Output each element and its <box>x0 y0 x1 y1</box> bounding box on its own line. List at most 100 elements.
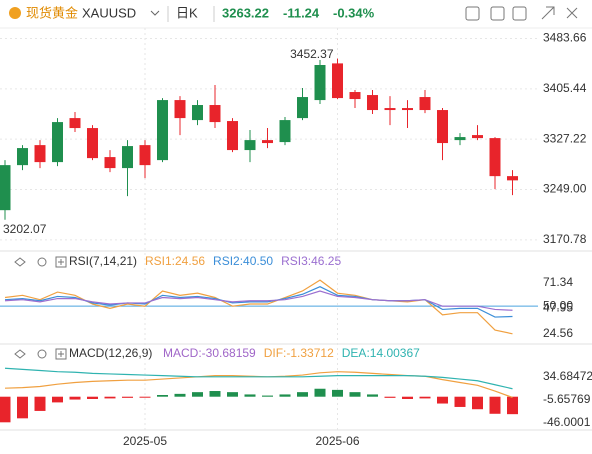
candle-body <box>104 157 116 169</box>
tool-button[interactable] <box>512 6 527 21</box>
candle-body <box>52 122 63 163</box>
candle-body <box>157 100 168 161</box>
hide-icon[interactable] <box>14 349 26 359</box>
histogram-bar <box>87 396 98 399</box>
series-line <box>4 367 513 390</box>
legend-entry: MACD:-30.68159 <box>163 346 256 360</box>
candle-body <box>437 110 448 144</box>
histogram-bar <box>0 396 11 423</box>
y-tick-label: 47.95 <box>543 301 573 315</box>
symbol[interactable]: XAUUSD <box>82 5 136 20</box>
candle-body <box>34 145 46 163</box>
histogram-bar <box>314 388 326 397</box>
histogram-bar <box>472 396 483 410</box>
candle-body <box>262 140 273 144</box>
candle-body <box>209 105 221 123</box>
tool-button[interactable] <box>490 6 505 21</box>
histogram-bar <box>174 393 186 397</box>
candle-body <box>507 176 518 181</box>
macd-title: MACD(12,26,9) <box>69 346 152 360</box>
legend-entry: RSI3:46.25 <box>281 254 341 268</box>
histogram-bar <box>17 396 28 419</box>
histogram-bar <box>209 391 221 397</box>
candle-body <box>174 100 186 119</box>
candle-body <box>314 65 326 101</box>
histogram-bar <box>349 392 361 397</box>
close-button[interactable] <box>566 7 578 19</box>
legend-entry: RSI1:24.56 <box>145 254 205 268</box>
histogram-bar <box>52 396 63 403</box>
candle-body <box>139 145 151 166</box>
legend-entry: DEA:14.00367 <box>342 346 420 360</box>
x-tick-label: 2025-05 <box>123 434 167 448</box>
histogram-bar <box>227 392 238 397</box>
candle-body <box>122 146 133 169</box>
y-tick-label: 71.34 <box>543 275 573 289</box>
histogram-bar <box>297 392 308 397</box>
price: 3263.22 <box>222 5 269 20</box>
y-tick-label: -5.65769 <box>543 392 591 406</box>
expand-button[interactable] <box>541 6 555 20</box>
candle-body <box>402 108 413 111</box>
histogram-bar <box>384 396 396 398</box>
add-icon[interactable] <box>55 256 67 268</box>
candle-body <box>297 97 308 119</box>
candle-body <box>419 97 431 111</box>
y-tick-label: 3483.66 <box>543 31 587 45</box>
settings-icon[interactable] <box>37 349 47 359</box>
rsi-icons <box>14 256 67 360</box>
candle-body <box>227 121 238 151</box>
hide-icon[interactable] <box>14 257 26 267</box>
histogram-bar <box>69 396 81 400</box>
candle-body <box>367 95 378 111</box>
candle-body <box>244 140 256 151</box>
high-annotation: 3452.37 <box>290 47 334 61</box>
tool-button[interactable] <box>465 6 480 21</box>
histogram-bar <box>367 394 378 397</box>
rsi-title: RSI(7,14,21) <box>69 254 137 268</box>
histogram-bar <box>139 396 151 398</box>
candle-body <box>332 63 343 99</box>
histogram-bar <box>489 396 501 414</box>
y-tick-label: 3170.78 <box>543 232 587 246</box>
histogram-bar <box>262 395 273 397</box>
y-tick-label: 3405.44 <box>543 81 587 95</box>
change-pct: -0.34% <box>333 5 375 20</box>
histogram-bar <box>192 392 203 397</box>
candle-body <box>0 165 11 211</box>
candle-body <box>384 108 396 111</box>
logo <box>9 7 21 19</box>
candle-body <box>69 118 81 129</box>
y-tick-label: -46.0001 <box>543 415 591 429</box>
dropdown[interactable] <box>150 10 160 16</box>
histogram-bar <box>419 396 431 399</box>
histogram-bar <box>402 396 413 399</box>
change: -11.24 <box>283 5 320 20</box>
name: 现货黄金 <box>26 5 78 20</box>
settings-icon[interactable] <box>37 257 47 267</box>
low-annotation: 3202.07 <box>3 222 47 236</box>
series-line <box>4 290 513 311</box>
period[interactable]: 日K <box>176 5 198 20</box>
legend-entry: DIF:-1.33712 <box>264 346 334 360</box>
histogram-bar <box>34 396 46 411</box>
histogram-bar <box>279 394 291 397</box>
histogram-bar <box>157 395 168 397</box>
histogram-bar <box>244 394 256 397</box>
histogram-bar <box>507 396 518 415</box>
histogram-bar <box>454 396 466 407</box>
candle-body <box>472 135 483 139</box>
y-tick-label: 24.56 <box>543 326 573 340</box>
candle-body <box>454 137 466 141</box>
candle-body <box>192 105 203 121</box>
histogram-bar <box>437 396 448 404</box>
candle-body <box>279 120 291 143</box>
add-icon[interactable] <box>55 348 67 360</box>
y-tick-label: 34.68472 <box>543 369 592 383</box>
candle-body <box>17 148 28 166</box>
y-tick-label: 50.00 <box>543 298 573 312</box>
histogram-bar <box>104 396 116 399</box>
